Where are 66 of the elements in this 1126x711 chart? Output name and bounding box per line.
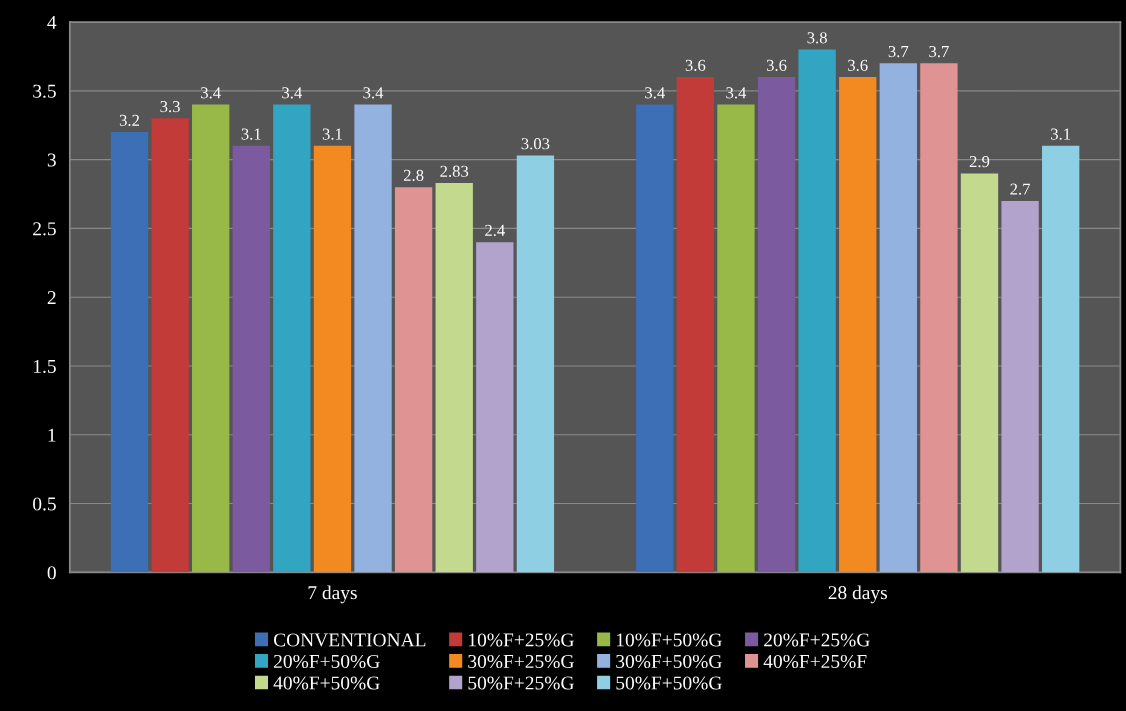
data-label: 3.6 bbox=[685, 59, 706, 71]
legend-label: 50%F+50%G bbox=[616, 676, 722, 690]
bar bbox=[110, 132, 149, 573]
data-label: 3.4 bbox=[726, 87, 747, 99]
legend-label: 40%F+25%F bbox=[763, 654, 867, 669]
bar bbox=[920, 63, 958, 573]
data-label: 3.4 bbox=[363, 87, 384, 99]
data-label: 3.4 bbox=[282, 87, 303, 99]
data-label: 3.6 bbox=[766, 59, 787, 71]
y-tick-label: 1 bbox=[48, 428, 56, 442]
bar bbox=[232, 145, 270, 573]
bar bbox=[313, 145, 352, 573]
legend-label: 30%F+25%G bbox=[468, 654, 574, 669]
bar bbox=[516, 155, 555, 573]
data-label: 3.1 bbox=[241, 128, 261, 140]
data-label: 3.3 bbox=[160, 100, 180, 113]
bar bbox=[879, 63, 917, 573]
bar bbox=[1042, 145, 1080, 573]
data-label: 3.2 bbox=[119, 114, 139, 127]
data-label: 2.4 bbox=[485, 224, 505, 237]
y-tick-label: 3.5 bbox=[33, 84, 56, 98]
data-label: 3.03 bbox=[521, 138, 550, 150]
x-tick-label: 7 days bbox=[308, 585, 357, 604]
legend-label: 20%F+25%G bbox=[764, 633, 870, 647]
data-label: 3.4 bbox=[645, 87, 665, 99]
y-tick-label: 1.5 bbox=[34, 359, 56, 374]
bar bbox=[636, 104, 674, 573]
legend-label: 20%F+50%G bbox=[274, 654, 380, 669]
bar bbox=[476, 242, 514, 573]
legend-label: 10%F+25%G bbox=[469, 633, 574, 647]
y-tick-label: 0 bbox=[47, 566, 56, 580]
data-label: 2.7 bbox=[1010, 183, 1031, 195]
data-label: 3.7 bbox=[929, 45, 949, 58]
bar bbox=[273, 104, 311, 573]
bar bbox=[394, 187, 433, 573]
bar bbox=[676, 77, 715, 573]
y-tick-label: 4 bbox=[47, 15, 57, 29]
bar bbox=[435, 183, 473, 573]
legend-label: CONVENTIONAL bbox=[273, 633, 426, 647]
legend-label: 30%F+50%G bbox=[616, 654, 722, 669]
bar bbox=[354, 104, 392, 573]
bar bbox=[839, 77, 877, 573]
y-tick-label: 2.5 bbox=[33, 222, 56, 236]
bar bbox=[960, 173, 999, 573]
bar bbox=[1001, 200, 1039, 573]
bar bbox=[798, 49, 836, 573]
legend-label: 50%F+25%G bbox=[468, 676, 574, 690]
y-tick-label: 2 bbox=[47, 291, 56, 304]
data-label: 3.4 bbox=[201, 87, 221, 99]
legend-label: 10%F+50%G bbox=[617, 633, 722, 647]
data-label: 3.8 bbox=[807, 32, 827, 44]
data-label: 2.8 bbox=[403, 169, 424, 182]
data-label: 3.1 bbox=[1051, 128, 1071, 140]
bar bbox=[757, 77, 796, 573]
bar bbox=[151, 118, 189, 573]
legend-label: 40%F+50%G bbox=[273, 676, 380, 690]
x-tick-label: 28 days bbox=[828, 585, 887, 604]
data-label: 3.1 bbox=[322, 128, 342, 140]
data-label: 3.6 bbox=[848, 59, 868, 71]
y-tick-label: 3 bbox=[47, 153, 56, 167]
bar bbox=[717, 104, 755, 573]
y-tick-label: 0.5 bbox=[33, 497, 56, 511]
bar bbox=[192, 104, 230, 573]
data-label: 2.83 bbox=[440, 165, 469, 177]
data-label: 2.9 bbox=[969, 156, 990, 168]
data-label: 3.7 bbox=[888, 45, 909, 58]
